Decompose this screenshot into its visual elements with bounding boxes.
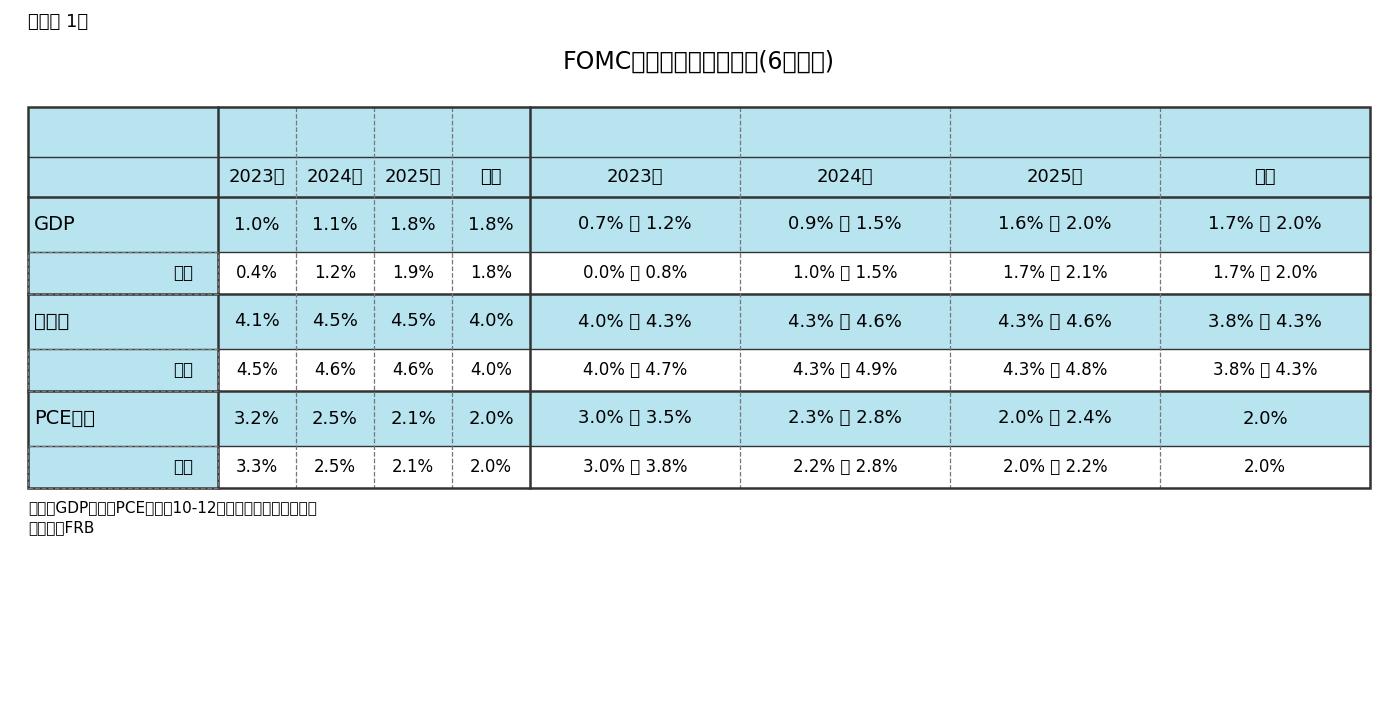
Text: 長期: 長期 bbox=[1254, 168, 1276, 186]
Text: （資料）FRB: （資料）FRB bbox=[28, 521, 95, 536]
Bar bbox=[28, 252, 218, 294]
Text: 2025年: 2025年 bbox=[1026, 168, 1083, 186]
Text: 2025年: 2025年 bbox=[384, 168, 442, 186]
Text: 2.5%: 2.5% bbox=[315, 458, 356, 476]
Text: 3.8% － 4.3%: 3.8% － 4.3% bbox=[1208, 313, 1323, 331]
Text: 前回: 前回 bbox=[173, 264, 193, 282]
Bar bbox=[28, 197, 1370, 252]
Text: 2.1%: 2.1% bbox=[391, 458, 433, 476]
Text: GDP: GDP bbox=[34, 215, 75, 234]
Text: 2024年: 2024年 bbox=[306, 168, 363, 186]
Text: 4.6%: 4.6% bbox=[391, 361, 433, 379]
Text: 4.3% － 4.9%: 4.3% － 4.9% bbox=[793, 361, 898, 379]
Text: 3.0% － 3.5%: 3.0% － 3.5% bbox=[579, 409, 692, 427]
Bar bbox=[218, 446, 1370, 488]
Text: 2.0%: 2.0% bbox=[468, 409, 514, 427]
Text: 4.5%: 4.5% bbox=[236, 361, 278, 379]
Text: 4.0%: 4.0% bbox=[470, 361, 512, 379]
Text: 1.0%: 1.0% bbox=[235, 215, 280, 233]
Text: 1.6% － 2.0%: 1.6% － 2.0% bbox=[998, 215, 1111, 233]
Text: 2.2% － 2.8%: 2.2% － 2.8% bbox=[793, 458, 898, 476]
Bar bbox=[28, 349, 218, 391]
Text: 1.8%: 1.8% bbox=[390, 215, 436, 233]
Text: 2023年: 2023年 bbox=[607, 168, 663, 186]
Text: 0.0% － 0.8%: 0.0% － 0.8% bbox=[583, 264, 688, 282]
Text: 前回: 前回 bbox=[173, 458, 193, 476]
Text: 1.8%: 1.8% bbox=[470, 264, 512, 282]
Bar bbox=[218, 349, 1370, 391]
Bar bbox=[28, 252, 218, 294]
Text: 失業率: 失業率 bbox=[34, 312, 70, 331]
Text: 2.0% － 2.2%: 2.0% － 2.2% bbox=[1002, 458, 1107, 476]
Bar bbox=[28, 107, 1370, 157]
Text: 1.1%: 1.1% bbox=[312, 215, 358, 233]
Bar bbox=[28, 391, 1370, 446]
Text: 2.0% － 2.4%: 2.0% － 2.4% bbox=[998, 409, 1111, 427]
Text: 1.0% － 1.5%: 1.0% － 1.5% bbox=[793, 264, 898, 282]
Text: 4.5%: 4.5% bbox=[312, 313, 358, 331]
Text: 3.8% － 4.3%: 3.8% － 4.3% bbox=[1212, 361, 1317, 379]
Text: 長期: 長期 bbox=[481, 168, 502, 186]
Text: 2.1%: 2.1% bbox=[390, 409, 436, 427]
Text: 4.3% － 4.6%: 4.3% － 4.6% bbox=[788, 313, 902, 331]
Text: 3.3%: 3.3% bbox=[236, 458, 278, 476]
Text: 1.2%: 1.2% bbox=[315, 264, 356, 282]
Text: 1.7% － 2.0%: 1.7% － 2.0% bbox=[1212, 264, 1317, 282]
Text: 4.0% － 4.3%: 4.0% － 4.3% bbox=[579, 313, 692, 331]
Text: 2.5%: 2.5% bbox=[312, 409, 358, 427]
Text: 1.7% － 2.1%: 1.7% － 2.1% bbox=[1002, 264, 1107, 282]
Text: 1.8%: 1.8% bbox=[468, 215, 514, 233]
Bar bbox=[28, 349, 218, 391]
Text: 4.3% － 4.6%: 4.3% － 4.6% bbox=[998, 313, 1111, 331]
Text: FOMC参加者の経済見通し(6月会合): FOMC参加者の経済見通し(6月会合) bbox=[563, 50, 835, 74]
Bar bbox=[28, 294, 1370, 349]
Text: 2.0%: 2.0% bbox=[1243, 409, 1288, 427]
Text: 4.3% － 4.8%: 4.3% － 4.8% bbox=[1002, 361, 1107, 379]
Text: （注）GDPとコアPCE価格は10-12月期の前年同期比伸び率: （注）GDPとコアPCE価格は10-12月期の前年同期比伸び率 bbox=[28, 500, 317, 515]
Text: 3.0% － 3.8%: 3.0% － 3.8% bbox=[583, 458, 688, 476]
Text: 0.4%: 0.4% bbox=[236, 264, 278, 282]
Text: （図表 1）: （図表 1） bbox=[28, 13, 88, 31]
Text: 0.7% － 1.2%: 0.7% － 1.2% bbox=[579, 215, 692, 233]
Text: 2024年: 2024年 bbox=[816, 168, 874, 186]
Text: 前回: 前回 bbox=[173, 361, 193, 379]
Bar bbox=[28, 446, 218, 488]
Text: 4.6%: 4.6% bbox=[315, 361, 356, 379]
Text: 3.2%: 3.2% bbox=[233, 409, 280, 427]
Bar bbox=[28, 107, 1370, 488]
Text: 1.9%: 1.9% bbox=[391, 264, 433, 282]
Text: 4.0%: 4.0% bbox=[468, 313, 514, 331]
Text: PCE価格: PCE価格 bbox=[34, 409, 95, 428]
Text: 2023年: 2023年 bbox=[229, 168, 285, 186]
Text: 2.0%: 2.0% bbox=[1244, 458, 1286, 476]
Text: 2.0%: 2.0% bbox=[470, 458, 512, 476]
Bar bbox=[218, 252, 1370, 294]
Bar bbox=[28, 446, 218, 488]
Text: 4.1%: 4.1% bbox=[233, 313, 280, 331]
Text: 4.5%: 4.5% bbox=[390, 313, 436, 331]
Text: 1.7% － 2.0%: 1.7% － 2.0% bbox=[1208, 215, 1323, 233]
Text: 4.0% － 4.7%: 4.0% － 4.7% bbox=[583, 361, 688, 379]
Text: 2.3% － 2.8%: 2.3% － 2.8% bbox=[788, 409, 902, 427]
Bar bbox=[28, 157, 1370, 197]
Text: 0.9% － 1.5%: 0.9% － 1.5% bbox=[788, 215, 902, 233]
